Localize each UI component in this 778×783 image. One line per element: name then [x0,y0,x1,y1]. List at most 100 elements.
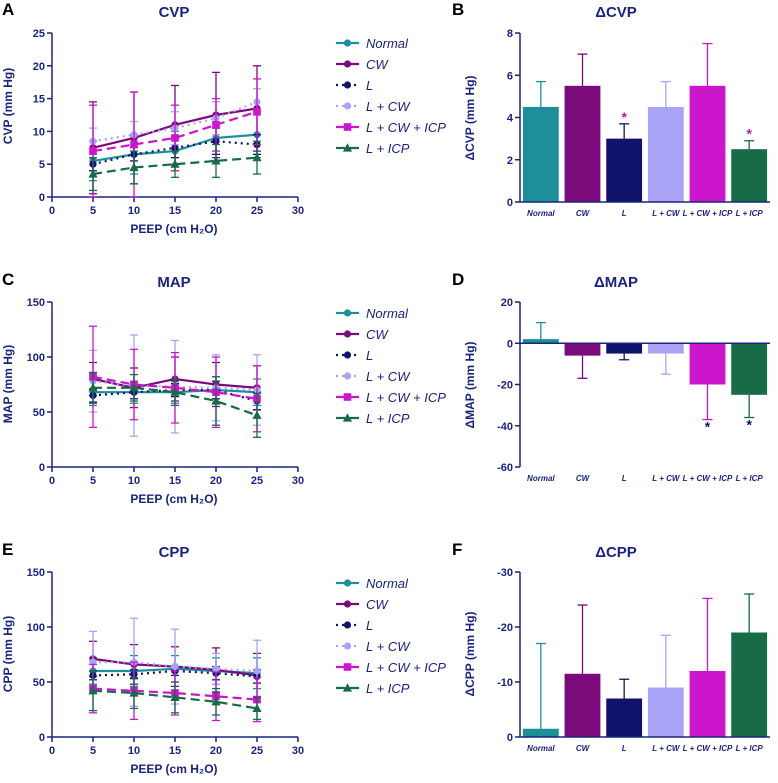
chart-a-series-l-cw-icp-point [130,140,138,149]
chart-b-category-label: L + CW [652,209,681,218]
chart-a-ytick-label: 0 [39,192,45,204]
chart-a-plot: 0 5 10 15 20 25 0 5 10 15 20 25 30 [33,28,304,217]
chart-c-legend-normal-swatch-marker [343,309,352,317]
chart-e-legend-normal: Normal [336,576,409,591]
chart-b-bar-l-icp [731,149,768,202]
chart-a-xtick-label: 15 [169,205,181,217]
panel-letter-d: D [452,270,464,289]
chart-f-category-label: L + CW + ICP [683,744,733,753]
chart-f-ytick-label: -20 [497,622,513,634]
chart-f-category-label: Normal [527,744,555,753]
chart-d-bar-l-icp [731,343,768,395]
chart-b-title: ΔCVP [595,4,637,21]
chart-f-ytick-label: -30 [497,567,513,579]
chart-a-xtick-label: 20 [210,205,222,217]
chart-a-ytick-label: 20 [33,61,45,73]
chart-e-legend-l-cw-label: L + CW [366,639,411,654]
chart-a-ytick-label: 5 [39,159,45,171]
chart-a-xtick-label: 30 [292,205,304,217]
chart-a-series-l-cw-line [92,100,258,143]
chart-c-legend: Normal CW L L + CW L + CW + ICP L + ICP [336,306,446,426]
chart-c-legend-cw: CW [336,327,389,342]
chart-e-series-l-icp [88,670,262,721]
chart-a-legend-cw-label: CW [366,57,389,72]
panel-letter-c: C [2,270,14,289]
chart-a-legend-l-swatch-marker [343,81,352,89]
chart-a-legend-l-cw-swatch-marker [343,102,352,110]
chart-d-bar-l-cw-icp-significance-mark: * [705,419,711,435]
chart-b-plot: 0 2 4 6 8 Normal CW L * L + CW L + CW + ICP L + ICP… [507,28,770,218]
chart-c-series-l-icp-point [88,383,98,392]
chart-d-ytick-label: 0 [507,338,513,350]
chart-e-legend-cw-swatch-marker [343,600,352,608]
panel-letter-a: A [2,0,14,19]
chart-f-bar-l [606,698,643,737]
chart-e-legend-l-icp: L + ICP [336,681,410,696]
chart-a-legend-l-icp-swatch-marker [342,143,353,152]
chart-c-title: MAP [157,274,190,291]
chart-a-xtick-label: 0 [49,205,55,217]
chart-a-legend-cw-swatch-marker [343,60,352,68]
chart-e-ytick-label: 150 [27,567,45,579]
chart-e-legend-normal-swatch-marker [343,579,352,587]
chart-c-xtick-label: 20 [210,475,222,487]
chart-d-ylabel: ΔMAP (mm Hg) [463,341,477,428]
chart-a-series-l-icp-point [88,169,98,178]
chart-c-xtick-label: 30 [292,475,304,487]
chart-b-bar-l [606,138,643,202]
chart-b-category-label: L [622,209,627,218]
chart-e-series-l-cw-point [212,665,220,673]
chart-e-xtick-label: 5 [90,745,96,757]
chart-b-ytick-label: 4 [507,113,514,125]
chart-c-legend-cw-swatch-marker [343,330,352,338]
chart-e-legend-l-cw-icp: L + CW + ICP [336,660,446,675]
chart-b-bar-l-cw [647,106,684,202]
chart-e-legend-l-icp-label: L + ICP [366,681,410,696]
chart-a-legend: Normal CW L L + CW L + CW + ICP L + ICP [336,36,446,156]
chart-e-ylabel: CPP (mm Hg) [1,616,15,692]
chart-c-plot: 0 50 100 150 0 5 10 15 20 25 30 [27,297,304,487]
chart-d-category-label: CW [576,474,591,483]
chart-a-ylabel: CVP (mm Hg) [1,68,15,144]
chart-b-bar-l-cw-icp [689,85,726,202]
chart-d-bar-l-cw-icp [689,343,726,385]
chart-c-legend-l: L [336,348,373,363]
chart-c-ytick-label: 100 [27,352,45,364]
chart-a-legend-l-cw: L + CW [336,99,411,114]
chart-f-bar-normal [522,728,559,737]
chart-d-ytick-label: 20 [501,297,513,309]
chart-a-series-l-cw-icp-point [253,107,261,116]
chart-d-bar-l-cw [647,343,684,354]
chart-a-legend-l-cw-icp-swatch-marker [343,123,352,131]
chart-a-legend-l-cw-icp-label: L + CW + ICP [366,120,446,135]
chart-d-ytick-label: -40 [497,421,513,433]
chart-a-legend-l-cw-icp: L + CW + ICP [336,120,446,135]
chart-c-series-l-icp-point [211,396,221,405]
chart-e-legend-l-cw-icp-swatch-marker [343,663,352,671]
chart-c-legend-l-cw-icp-swatch-marker [343,393,352,401]
chart-d-category-label: L + CW + ICP [683,474,733,483]
chart-a-legend-l-label: L [366,78,373,93]
chart-c-xtick-label: 15 [169,475,181,487]
chart-e-xtick-label: 0 [49,745,55,757]
chart-b-ytick-label: 0 [507,197,513,209]
chart-b-ylabel: ΔCVP (mm Hg) [463,75,477,160]
chart-c-legend-l-swatch-marker [343,351,352,359]
chart-c-legend-l-icp-label: L + ICP [366,411,410,426]
chart-f-bar-cw [564,673,601,737]
chart-d-category-label: L + CW [652,474,681,483]
chart-e-series-l-icp-point [170,692,180,701]
chart-c-legend-l-cw-icp-label: L + CW + ICP [366,390,446,405]
chart-d-category-label: Normal [527,474,555,483]
chart-f-category-label: L + ICP [736,744,764,753]
chart-f-category-label: L [622,744,627,753]
chart-f-ytick-label: -10 [497,677,513,689]
chart-a-xtick-label: 25 [251,205,263,217]
chart-d-bar-l-icp-significance-mark: * [746,417,752,433]
chart-e-legend-normal-label: Normal [366,576,409,591]
chart-e-xtick-label: 30 [292,745,304,757]
chart-e-legend-l: L [336,618,373,633]
chart-e-legend-l-cw-swatch-marker [343,642,352,650]
chart-f-ytick-label: 0 [507,732,513,744]
chart-c-series-l-icp-point [129,383,139,392]
